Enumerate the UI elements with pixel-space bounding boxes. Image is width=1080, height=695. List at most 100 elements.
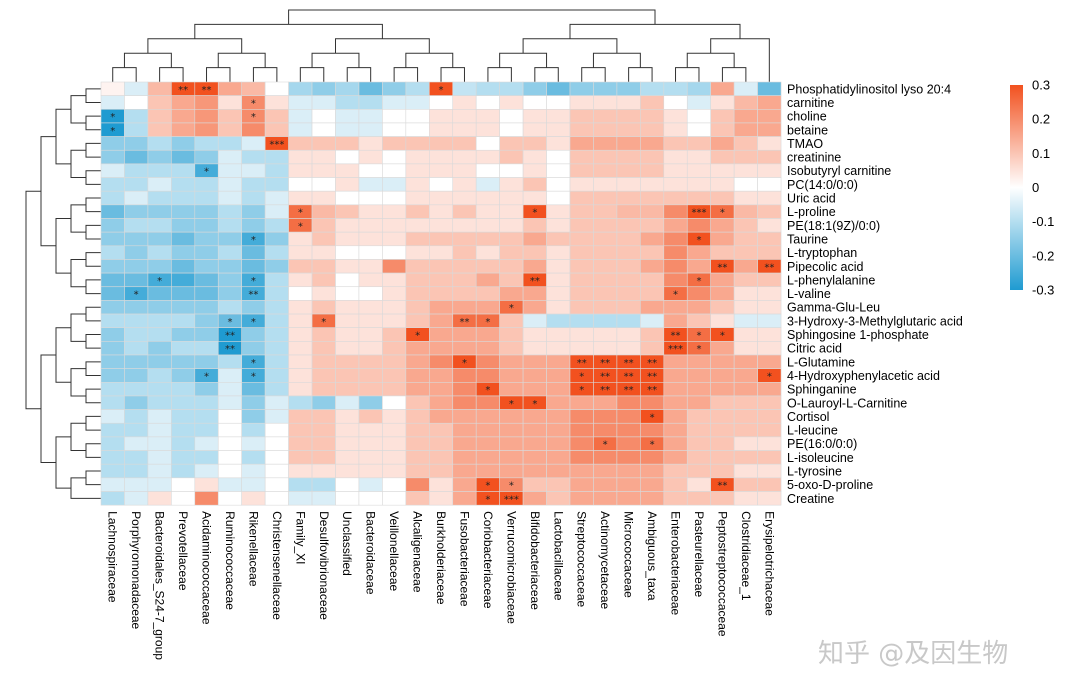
heatmap-cell [194, 327, 219, 342]
heatmap-cell [569, 204, 594, 219]
column-label: Micrococcaceae [622, 511, 636, 598]
heatmap-cell [311, 491, 336, 506]
dendrogram-branch [85, 470, 101, 486]
heatmap-cell [522, 368, 547, 383]
heatmap-cell [733, 163, 758, 178]
heatmap-cell [640, 245, 665, 260]
heatmap-cell [757, 436, 782, 451]
significance-star: ** [600, 385, 610, 396]
dendrogram-branch [311, 52, 360, 68]
heatmap-cell [147, 491, 172, 506]
heatmap-cell [616, 395, 641, 410]
heatmap-cell [640, 231, 665, 247]
significance-star: * [720, 331, 725, 342]
heatmap-cell [428, 136, 454, 151]
heatmap-cell [569, 95, 594, 110]
heatmap-cell [124, 341, 149, 356]
heatmap-cell [710, 149, 735, 165]
heatmap-cell [452, 300, 477, 315]
dendrogram-branch [112, 67, 137, 82]
heatmap-cell [100, 95, 125, 110]
heatmap-cell [264, 122, 289, 137]
heatmap-cell [569, 149, 594, 165]
heatmap-cell [452, 245, 477, 260]
heatmap-cell [733, 463, 758, 479]
heatmap-cell [335, 327, 360, 342]
dendrogram-branch [206, 67, 231, 82]
heatmap-cell [194, 286, 219, 301]
column-label: Veillonellaceae [387, 511, 401, 591]
heatmap-cell [358, 272, 383, 288]
significance-star: ** [248, 290, 258, 301]
significance-star: * [227, 317, 232, 328]
heatmap-cell [100, 341, 125, 356]
heatmap-cell [757, 300, 782, 315]
heatmap-cell [405, 300, 430, 315]
heatmap-cell [405, 313, 430, 328]
heatmap-cell [733, 190, 758, 206]
heatmap-cell [616, 300, 641, 315]
heatmap-cell [335, 81, 360, 96]
heatmap-cell [710, 245, 735, 260]
heatmap-cell [569, 136, 594, 151]
heatmap-cell [569, 395, 594, 410]
heatmap-cell [147, 231, 172, 247]
heatmap-cell [640, 395, 665, 410]
heatmap-cell [757, 409, 782, 424]
significance-star: ** [671, 331, 681, 342]
heatmap-cell [147, 422, 172, 438]
column-label: Verrucomicrobiaceae [504, 511, 518, 624]
dendrogram-branch [85, 279, 101, 295]
heatmap-cell [171, 436, 196, 451]
heatmap-cell [382, 286, 407, 301]
heatmap-cell [546, 204, 571, 219]
significance-star: ** [225, 344, 235, 355]
heatmap-cell [405, 436, 430, 451]
heatmap-cell [264, 95, 289, 110]
heatmap-cell [405, 409, 430, 424]
heatmap-cell [171, 136, 196, 151]
heatmap-cell [546, 286, 571, 301]
heatmap-cell [124, 300, 149, 315]
heatmap-cell [733, 218, 758, 233]
heatmap-cell [546, 463, 571, 479]
significance-star: ** [225, 331, 235, 342]
heatmap-cell [640, 122, 665, 137]
heatmap-cell [546, 327, 571, 342]
heatmap-cell [311, 354, 336, 369]
row-label: L-leucine [787, 424, 838, 438]
heatmap-cell [733, 177, 758, 192]
heatmap-cell [616, 245, 641, 260]
heatmap-cell [288, 95, 313, 110]
heatmap-cell [475, 341, 500, 356]
heatmap-cell [686, 313, 712, 328]
heatmap-cell [194, 204, 219, 219]
heatmap-cell [217, 286, 243, 301]
heatmap-cell [757, 341, 782, 356]
heatmap-cell [663, 450, 688, 465]
heatmap-cell [335, 136, 360, 151]
row-label: L-isoleucine [787, 451, 854, 465]
heatmap-cell [264, 491, 289, 506]
significance-star: ** [202, 85, 212, 96]
heatmap-cell [288, 341, 313, 356]
heatmap-cell [382, 300, 407, 315]
heatmap-cell [757, 354, 782, 369]
heatmap-cell [217, 395, 243, 410]
heatmap-cell [452, 149, 477, 165]
heatmap-cell [194, 395, 219, 410]
row-label: carnitine [787, 96, 834, 110]
dendrogram-branch [299, 67, 325, 82]
heatmap-cell [757, 177, 782, 192]
colorbar-tick-label: 0.1 [1032, 146, 1050, 161]
column-label: Erysipelotrichaceae [762, 511, 776, 616]
heatmap-cell [382, 436, 407, 451]
heatmap-cell [710, 491, 735, 506]
column-label: Prevotellaceae [176, 511, 190, 591]
heatmap-cell [147, 190, 172, 206]
heatmap-cell [335, 491, 360, 506]
heatmap-cell [546, 409, 571, 424]
heatmap-cell [171, 122, 196, 137]
heatmap-cell [358, 354, 383, 369]
heatmap-cell [663, 463, 688, 479]
